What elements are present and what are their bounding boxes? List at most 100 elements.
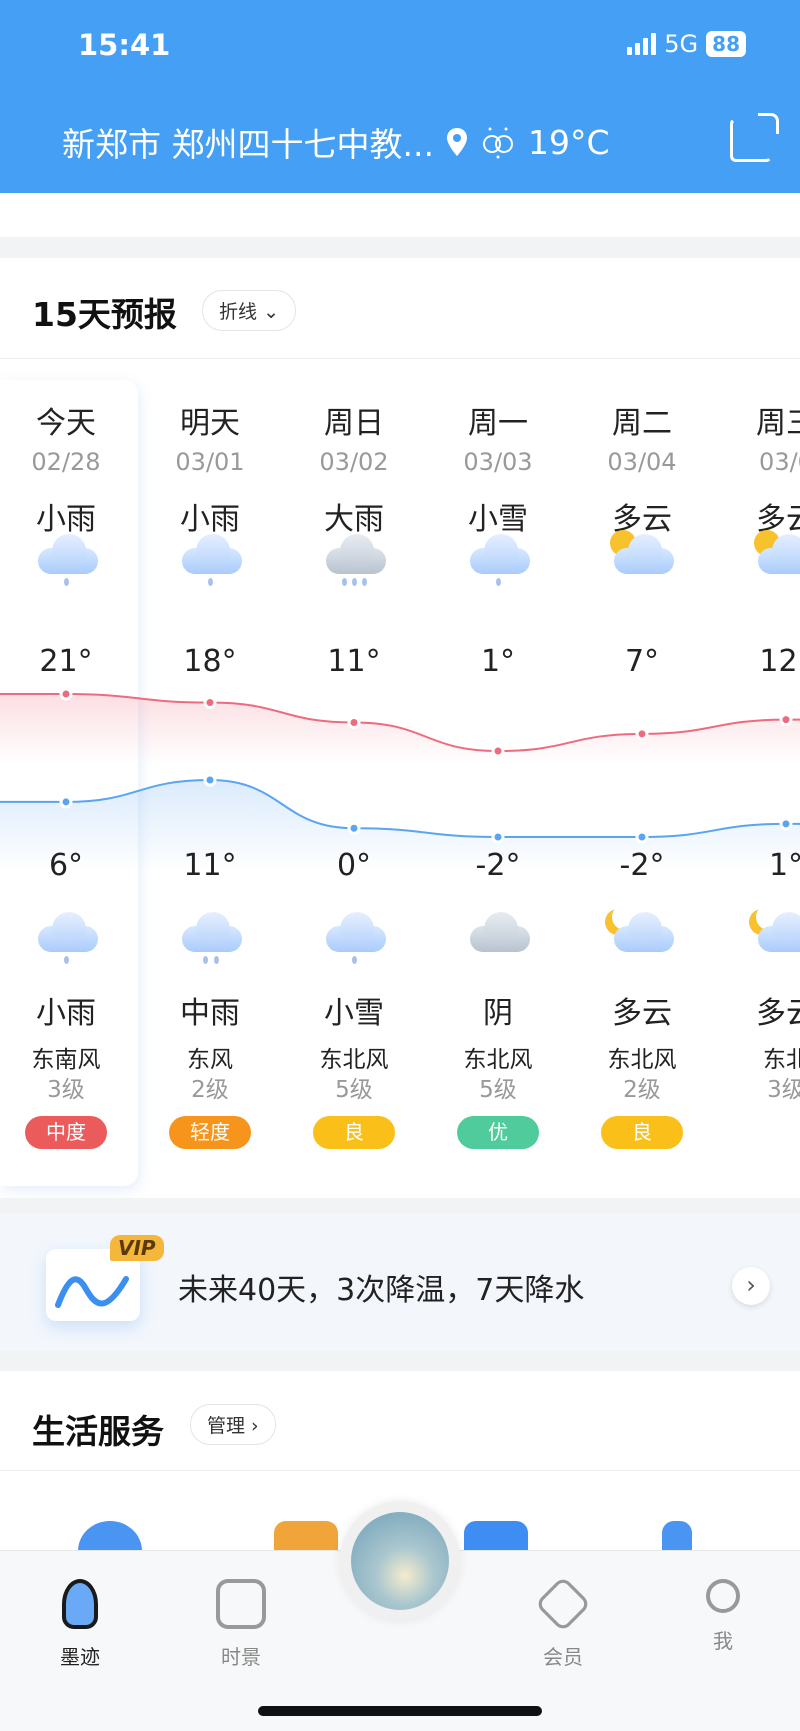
life-services-title: 生活服务 — [32, 1412, 164, 1451]
day-date: 03/01 — [175, 448, 245, 476]
day-name: 周日 — [324, 406, 384, 441]
share-icon[interactable] — [730, 113, 779, 162]
vip-badge: VIP — [110, 1235, 164, 1261]
low-temp: 6° — [48, 848, 84, 883]
manage-label: 管理 — [207, 1415, 246, 1437]
chevron-down-icon: ⌄ — [263, 301, 279, 323]
high-temp-point — [203, 696, 217, 710]
trend-chart-icon — [46, 1249, 140, 1321]
high-temp: 7° — [624, 644, 660, 679]
center-scene-button[interactable] — [340, 1501, 460, 1621]
wind-direction: 东北风 — [319, 1047, 389, 1073]
day-date: 03/02 — [319, 448, 389, 476]
wind-level: 5级 — [335, 1077, 373, 1103]
aqi-badge[interactable]: 良 — [601, 1116, 683, 1149]
day-name: 周二 — [612, 406, 672, 441]
low-temp: -2° — [619, 848, 665, 883]
battery-icon: 88 — [706, 31, 746, 57]
location-name[interactable]: 新郑市 郑州四十七中教... — [62, 125, 434, 164]
day-date: 03/03 — [463, 448, 533, 476]
high-temp-point — [491, 744, 505, 758]
wind-level: 3级 — [767, 1077, 800, 1103]
today-highlight — [0, 380, 138, 1186]
nav-item-me[interactable]: 我 — [673, 1579, 773, 1654]
vip-banner-text: 未来40天，3次降温，7天降水 — [178, 1273, 585, 1308]
moderate-rain-icon — [178, 904, 242, 968]
day-weather: 小雪 — [468, 502, 528, 537]
location-pin-icon — [446, 128, 467, 156]
day-weather: 小雨 — [36, 502, 96, 537]
chart-mode-dropdown[interactable]: 折线 ⌄ — [202, 290, 296, 331]
user-icon — [706, 1579, 740, 1613]
wind-direction: 东北风 — [607, 1047, 677, 1073]
nav-item-moji[interactable]: 墨迹 — [30, 1579, 130, 1670]
partly-cloudy-day-icon — [610, 526, 674, 590]
forecast-15-day-card: 15天预报 折线 ⌄ 今天 02/28 小雨 21° 6° 小雨 东南风 3级 中度 明天 03/0… — [0, 258, 800, 1198]
high-temp: 18° — [183, 644, 237, 679]
forecast-title: 15天预报 — [32, 295, 177, 334]
wind-level: 2级 — [191, 1077, 229, 1103]
location-bar[interactable]: 新郑市 郑州四十七中教... 19°C — [62, 118, 610, 166]
vip-diamond-icon — [534, 1575, 592, 1633]
night-weather: 小雨 — [36, 996, 96, 1031]
day-name: 今天 — [36, 406, 96, 441]
aqi-badge[interactable]: 轻度 — [169, 1116, 251, 1149]
status-time: 15:41 — [78, 28, 171, 62]
high-temp-point — [779, 713, 793, 727]
night-weather: 小雪 — [324, 996, 384, 1031]
light-snow-icon — [322, 904, 386, 968]
wind-direction: 东北风 — [463, 1047, 533, 1073]
image-icon — [216, 1579, 266, 1629]
vip-40-day-banner[interactable]: VIP 未来40天，3次降温，7天降水 › — [0, 1213, 800, 1351]
high-temp-point — [347, 716, 361, 729]
low-temp-point — [203, 773, 217, 787]
high-temp: 1° — [480, 644, 516, 679]
aqi-badge[interactable]: 良 — [313, 1116, 395, 1149]
wind-level: 2级 — [623, 1077, 661, 1103]
status-icons: 5G 88 — [627, 30, 746, 58]
nav-label: 时景 — [221, 1645, 261, 1669]
partly-cloudy-night-icon — [754, 904, 800, 968]
low-temp-area — [0, 780, 800, 872]
manage-button[interactable]: 管理 › — [190, 1404, 276, 1445]
nav-label: 会员 — [543, 1645, 583, 1669]
top-header: 15:41 5G 88 新郑市 郑州四十七中教... 19°C — [0, 0, 800, 193]
high-temp: 11° — [327, 644, 381, 679]
nav-label: 我 — [713, 1629, 733, 1653]
chevron-right-icon[interactable]: › — [732, 1267, 770, 1305]
sky-scene-image — [351, 1512, 449, 1610]
aqi-badge[interactable]: 中度 — [25, 1116, 107, 1149]
night-weather: 阴 — [483, 996, 513, 1031]
day-name: 周一 — [468, 406, 528, 441]
wind-level: 3级 — [47, 1077, 85, 1103]
night-weather: 中雨 — [180, 996, 240, 1031]
high-temp: 12° — [759, 644, 800, 679]
day-date: 03/0 — [759, 448, 800, 476]
home-indicator — [258, 1706, 542, 1716]
divider — [0, 358, 800, 359]
network-type: 5G — [664, 30, 699, 58]
low-temp-point — [347, 821, 361, 835]
nav-item-vip[interactable]: 会员 — [513, 1575, 613, 1670]
high-temp: 21° — [39, 644, 93, 679]
light-rain-icon — [34, 904, 98, 968]
wind-level: 5级 — [479, 1077, 517, 1103]
low-temp: 11° — [183, 848, 237, 883]
light-rain-icon — [178, 526, 242, 590]
nav-item-shijing[interactable]: 时景 — [191, 1579, 291, 1670]
divider — [0, 1470, 800, 1471]
partly-cloudy-day-icon — [754, 526, 800, 590]
low-temp: 1° — [768, 848, 800, 883]
aqi-badge[interactable]: 优 — [457, 1116, 539, 1149]
night-weather: 多云 — [756, 996, 800, 1031]
rocket-icon — [62, 1579, 98, 1629]
wind-direction: 东风 — [187, 1047, 233, 1073]
low-temp-point — [779, 817, 793, 831]
chart-mode-label: 折线 — [219, 301, 258, 323]
nav-label: 墨迹 — [60, 1645, 100, 1669]
day-weather: 大雨 — [324, 502, 384, 537]
overcast-icon — [466, 904, 530, 968]
signal-icon — [627, 33, 657, 55]
wind-direction: 东北 — [763, 1047, 800, 1073]
heavy-rain-icon — [322, 526, 386, 590]
